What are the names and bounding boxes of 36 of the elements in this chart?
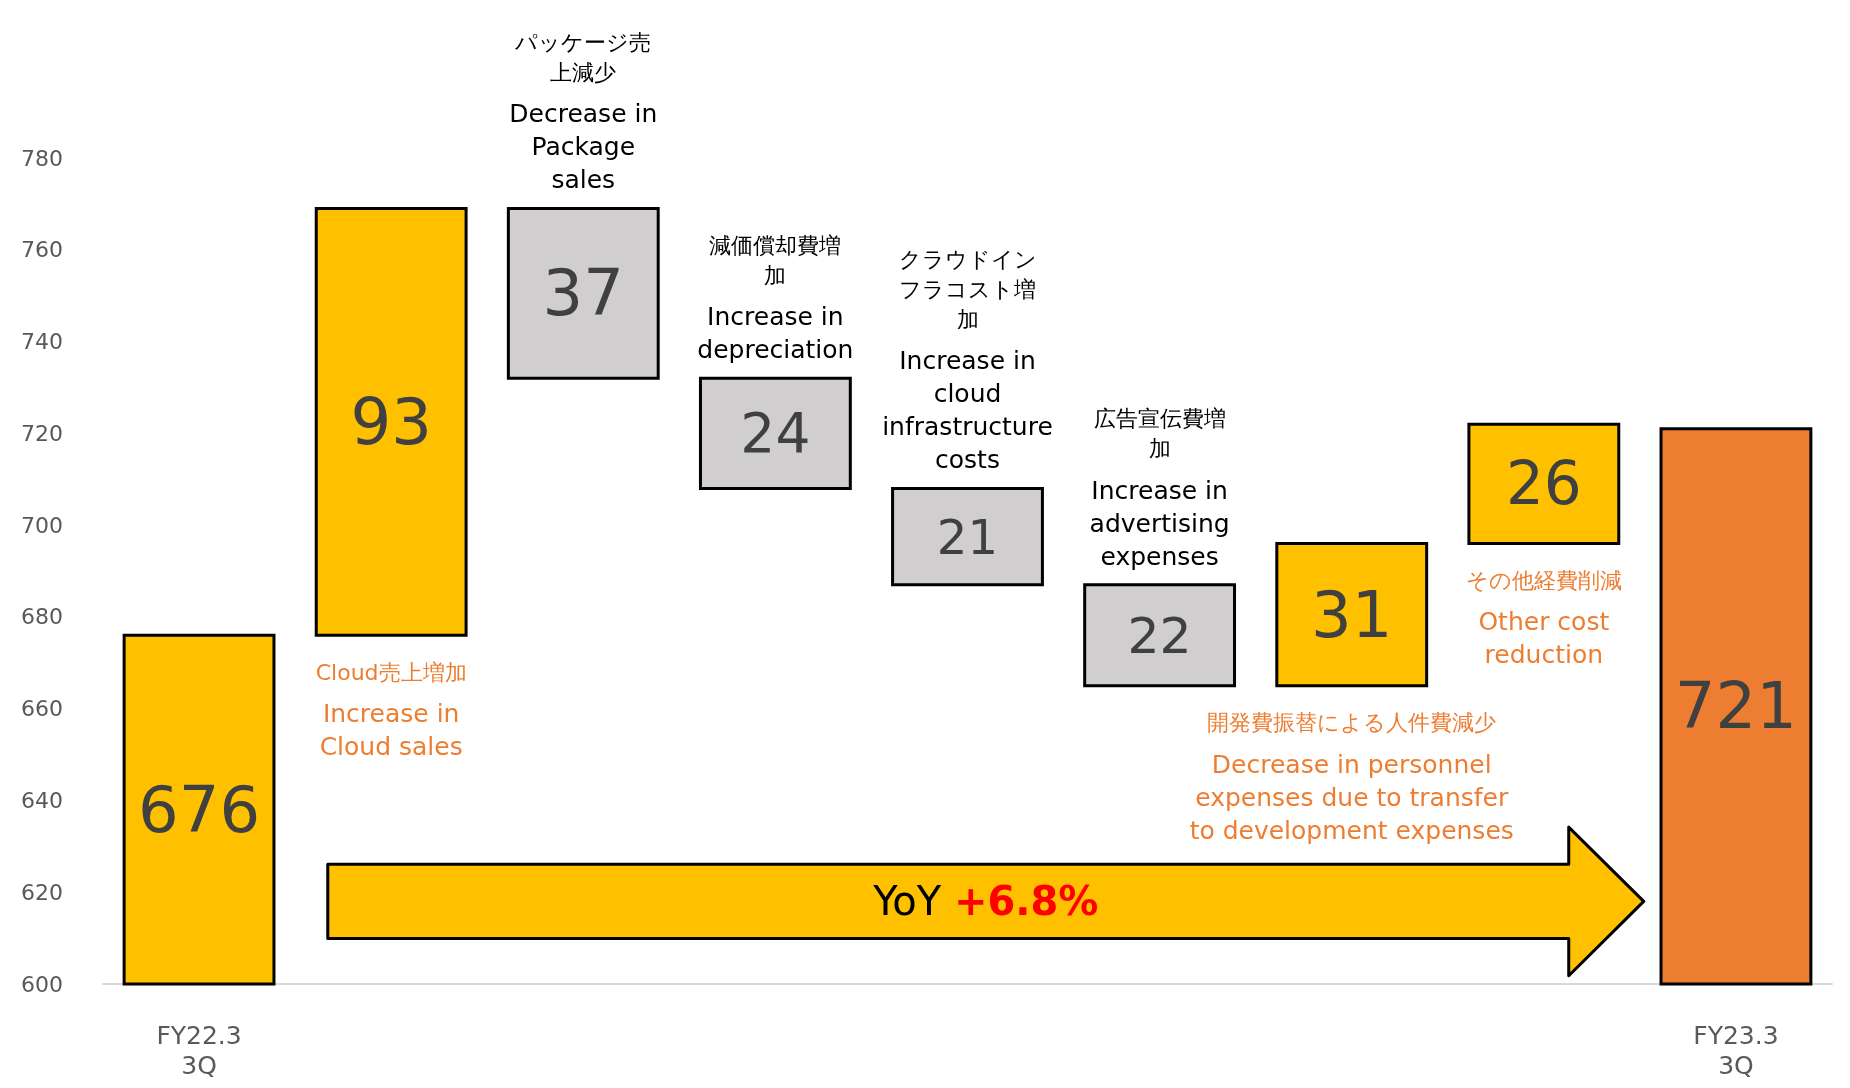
annotation: 開発費振替による人件費減少 — [1207, 710, 1497, 736]
annotation: 減価償却費増加 — [709, 232, 842, 288]
annotation: Increase in advertising expenses — [1089, 475, 1230, 571]
annotation: Increase in depreciation — [697, 302, 854, 365]
annotation: Cloud売上増加 — [315, 659, 467, 685]
y-tick-label: 760 — [21, 237, 63, 263]
data-label: 676 — [137, 772, 261, 847]
y-tick-label: 660 — [21, 696, 63, 722]
data-label: 37 — [542, 256, 624, 331]
data-label: 721 — [1674, 669, 1798, 744]
y-tick-label: 600 — [21, 971, 63, 997]
annotation: YoY +6.8% — [872, 878, 1099, 925]
annotation: Decrease in Package sales — [509, 99, 658, 195]
annotation: Increase in cloud infrastructure costs — [882, 346, 1053, 475]
x-tick-label: FY23.3 3Q — [1693, 1020, 1779, 1080]
y-tick-label: 780 — [21, 145, 63, 171]
y-tick-label: 620 — [21, 879, 63, 905]
y-tick-label: 700 — [21, 512, 63, 538]
y-tick-label: 740 — [21, 329, 63, 355]
data-label: 31 — [1311, 577, 1393, 652]
annotation: その他経費削減 — [1465, 567, 1622, 593]
data-label: 24 — [740, 401, 811, 466]
data-label: 93 — [350, 384, 432, 459]
data-label: 22 — [1127, 605, 1192, 665]
y-tick-label: 640 — [21, 787, 63, 813]
y-tick-label: 680 — [21, 604, 63, 630]
annotation: Increase in Cloud sales — [319, 699, 463, 762]
annotation: Other cost reduction — [1478, 607, 1610, 670]
annotation: Decrease in personnel expenses due to transfer to development expenses — [1189, 749, 1514, 845]
annotation: クラウドインフラコスト増加 — [898, 246, 1037, 332]
y-tick-label: 720 — [21, 420, 63, 446]
text: パッケージ売上減少 — [514, 29, 652, 85]
data-label: 21 — [936, 508, 999, 565]
x-tick-label: FY22.3 3Q — [156, 1020, 242, 1080]
data-label: 26 — [1505, 449, 1582, 519]
annotation: 広告宣伝費増加 — [1093, 406, 1226, 462]
